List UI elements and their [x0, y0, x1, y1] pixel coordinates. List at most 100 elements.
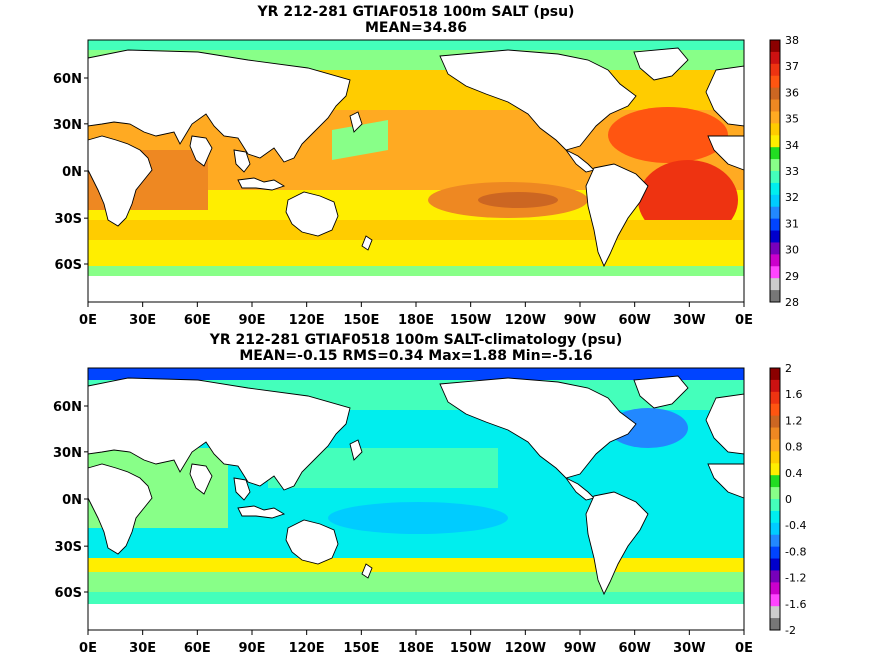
panel1-lon-label: 30E [129, 313, 156, 328]
panel2-colorbar-swatch [770, 487, 780, 500]
panel1-lon-label: 150W [450, 313, 491, 328]
panel1-lon-label: 0E [79, 313, 97, 328]
panel2-lon-label: 90E [239, 641, 266, 656]
panel1-lon-label: 30W [673, 313, 705, 328]
panel2-colorbar-frame [769, 367, 781, 631]
panel1-colorbar-label: 29 [785, 270, 799, 283]
panel1-colorbar-swatch [770, 159, 780, 172]
panel2-colorbar-swatch [770, 499, 780, 512]
panel2-lon-label: 150W [450, 641, 491, 656]
panel2-colorbar-label: 0 [785, 493, 792, 506]
panel2-lat-label: 60N [53, 400, 82, 415]
panel1-map [87, 39, 745, 303]
panel1-lon-label: 0E [735, 313, 753, 328]
panel2-lon-label: 150E [343, 641, 379, 656]
panel2-colorbar-swatch [770, 427, 780, 440]
panel2-map [87, 367, 745, 631]
panel1-colorbar-label: 36 [785, 86, 799, 99]
panel1-colorbar-swatch [770, 147, 780, 160]
panel2-colorbar-swatch [770, 534, 780, 548]
panel2-colorbar-swatch [770, 475, 780, 488]
panel1-colorbar-swatch [770, 63, 780, 77]
panel1-lon-label: 90E [239, 313, 266, 328]
panel1-colorbar-swatch [770, 40, 780, 53]
panel2-lat-label: 30S [55, 540, 82, 555]
panel2-colorbar-swatch [770, 379, 780, 393]
panel1-lon-label: 150E [343, 313, 379, 328]
panel1-lat-label: 0N [62, 165, 82, 180]
panel2-lon-label: 0E [735, 641, 753, 656]
panel1-lat-label: 60N [53, 72, 82, 87]
panel2-lat-label: 0N [62, 493, 82, 508]
panel2-colorbar-label: -0.8 [785, 545, 806, 558]
panel2-colorbar-swatch [770, 570, 780, 583]
panel2-title: YR 212-281 GTIAF0518 100m SALT-climatolo… [209, 332, 623, 348]
panel2-lon-label: 180E [398, 641, 434, 656]
panel2-colorbar-swatch [770, 594, 780, 607]
panel2-colorbar-label: -1.6 [785, 598, 806, 611]
panel1-colorbar-swatch [770, 123, 780, 136]
panel2-lon-label: 120E [289, 641, 325, 656]
panel1-lon-label: 90W [564, 313, 596, 328]
panel1-lon-label: 60W [618, 313, 650, 328]
panel2-lon-label: 60E [184, 641, 211, 656]
panel1-colorbar-label: 37 [785, 60, 799, 73]
panel2-lon-label: 0E [79, 641, 97, 656]
panel2-lon-label: 60W [618, 641, 650, 656]
panel1-colorbar-swatch [770, 87, 780, 101]
panel1-lon-label: 60E [184, 313, 211, 328]
panel1-colorbar-swatch [770, 230, 780, 243]
panel2-colorbar-swatch [770, 368, 780, 381]
panel1-colorbar-swatch [770, 135, 780, 148]
panel2-lon-label: 90W [564, 641, 596, 656]
panel2-colorbar-swatch [770, 415, 780, 429]
panel2-colorbar-swatch [770, 522, 780, 536]
panel1-colorbar-swatch [770, 206, 780, 220]
panel2-colorbar-label: -2 [785, 624, 796, 637]
panel2-colorbar-swatch [770, 451, 780, 464]
panel2-colorbar-swatch [770, 546, 780, 560]
panel2-colorbar-label: 0.8 [785, 441, 803, 454]
panel1-colorbar-label: 28 [785, 296, 799, 309]
panel1-lon-label: 180E [398, 313, 434, 328]
panel2-colorbar-label: 1.6 [785, 388, 803, 401]
panel1-colorbar-swatch [770, 182, 780, 196]
panel1-colorbar-label: 33 [785, 165, 799, 178]
panel1-colorbar-label: 38 [785, 34, 799, 47]
panel1-colorbar-label: 31 [785, 217, 799, 230]
panel1-colorbar-swatch [770, 290, 780, 303]
panel2-colorbar-swatch [770, 510, 780, 524]
panel1-colorbar-label: 35 [785, 113, 799, 126]
panel1-colorbar-swatch [770, 242, 780, 255]
panel2-colorbar-swatch [770, 439, 780, 452]
panel1-lon-label: 120W [505, 313, 546, 328]
panel2-colorbar-label: -1.2 [785, 572, 806, 585]
panel2-colorbar-swatch [770, 582, 780, 595]
panel2-lon-label: 30W [673, 641, 705, 656]
panel1-colorbar-swatch [770, 194, 780, 208]
panel2-lon-label: 120W [505, 641, 546, 656]
panel2-colorbar-label: 1.2 [785, 414, 803, 427]
panel1-lon-label: 120E [289, 313, 325, 328]
panel1-lat-label: 30S [55, 212, 82, 227]
panel1-colorbar-label: 34 [785, 139, 799, 152]
panel1-colorbar-swatch [770, 254, 780, 267]
panel1-colorbar-swatch [770, 218, 780, 232]
panel2-lat-label: 30N [53, 446, 82, 461]
panel2-colorbar-swatch [770, 391, 780, 405]
panel2-lat-label: 60S [55, 586, 82, 601]
panel1-colorbar-swatch [770, 99, 780, 112]
panel1-colorbar-swatch [770, 75, 780, 89]
panel1-colorbar-frame [769, 39, 781, 303]
panel2-colorbar-swatch [770, 558, 780, 571]
panel2-colorbar-swatch [770, 463, 780, 476]
panel2-colorbar-label: -0.4 [785, 519, 806, 532]
panel1-lat-label: 30N [53, 118, 82, 133]
panel1-colorbar-swatch [770, 266, 780, 279]
panel1-colorbar-label: 32 [785, 191, 799, 204]
panel2-subtitle: MEAN=-0.15 RMS=0.34 Max=1.88 Min=-5.16 [239, 348, 593, 364]
panel1-colorbar-swatch [770, 278, 780, 291]
panel1-title: YR 212-281 GTIAF0518 100m SALT (psu) [257, 4, 575, 20]
panel1-colorbar-label: 30 [785, 244, 799, 257]
